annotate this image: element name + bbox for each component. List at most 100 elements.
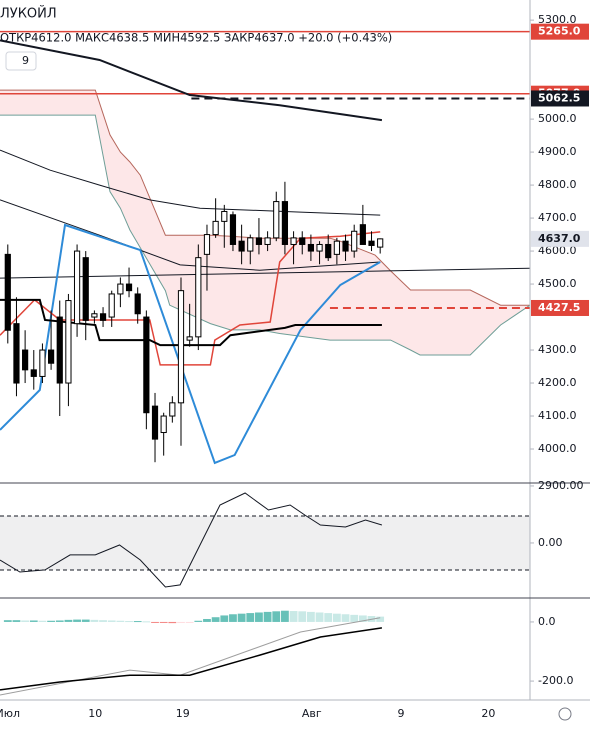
indicator-value: 9 — [22, 54, 29, 67]
indicator-line — [0, 627, 383, 691]
histogram-bar — [220, 615, 229, 622]
histogram-bar — [263, 611, 272, 622]
x-tick-label: 20 — [481, 707, 495, 720]
candle-body — [47, 349, 55, 364]
y-tick-label: 4300.0 — [538, 343, 577, 356]
histogram-bar — [55, 620, 64, 622]
indicator-box[interactable] — [5, 51, 37, 71]
histogram-bar — [12, 620, 21, 622]
candle-body — [368, 240, 375, 246]
x-tick-label: 10 — [88, 707, 102, 720]
candle-body — [56, 316, 63, 384]
settings-icon[interactable] — [558, 707, 572, 721]
histogram-bar — [194, 620, 203, 622]
indicator-line — [0, 617, 381, 696]
candle-body — [281, 201, 289, 245]
histogram-bar — [168, 621, 177, 624]
histogram-bar — [358, 615, 367, 622]
histogram-bar — [185, 621, 194, 623]
candle-body — [143, 316, 150, 414]
price-label-box — [531, 90, 589, 107]
y-tick-label: 4600.0 — [538, 244, 577, 257]
candle-body — [91, 313, 98, 318]
candle-body — [203, 234, 211, 255]
cloud-lower — [0, 114, 531, 356]
candle-body — [82, 257, 89, 321]
price-label-box — [531, 23, 589, 40]
indicator-line — [0, 223, 381, 465]
candle-body — [342, 240, 349, 252]
price-label: 5265.0 — [538, 25, 581, 38]
candle-body — [186, 336, 193, 341]
histogram-bar — [21, 620, 30, 622]
price-label: 4637.0 — [538, 232, 581, 245]
candle-body — [221, 210, 228, 222]
histogram-bar — [324, 613, 333, 622]
candle-body — [325, 243, 332, 259]
histogram-bar — [159, 621, 168, 623]
histogram-bar — [211, 617, 220, 622]
y-tick-label: 4500.0 — [538, 277, 577, 290]
histogram-bar — [272, 611, 281, 622]
candle-body — [13, 323, 20, 384]
candle-body — [177, 290, 185, 404]
candle-body — [212, 220, 219, 236]
histogram-bar — [81, 619, 90, 622]
x-tick-label: Авг — [302, 707, 322, 720]
histogram-bar — [90, 619, 99, 622]
histogram-bar — [376, 616, 385, 622]
histogram-bar — [255, 612, 263, 622]
indicator-line — [0, 298, 382, 347]
y-tick-label: -200.0 — [538, 674, 573, 687]
indicator-line — [0, 199, 381, 271]
band-fill — [0, 515, 530, 570]
histogram-bar — [350, 614, 359, 622]
histogram-bar — [73, 619, 81, 622]
x-tick-label: 9 — [397, 707, 404, 720]
candle-body — [22, 349, 29, 371]
candle-body — [333, 240, 340, 255]
symbol: ЛУКОЙЛ — [0, 6, 57, 22]
price-label-box — [531, 299, 589, 316]
price-label-box — [531, 230, 589, 247]
plot — [0, 30, 531, 696]
histogram-bar — [341, 614, 350, 622]
oscillator-line — [0, 492, 383, 588]
candle-body — [229, 214, 237, 245]
histogram-bar — [133, 621, 142, 623]
histogram-bar — [125, 621, 133, 623]
y-tick-label: 2900.00 — [538, 479, 584, 492]
candle-body — [4, 253, 11, 331]
histogram-bar — [307, 611, 315, 622]
histogram-bar — [177, 621, 185, 623]
histogram-bar — [289, 611, 298, 622]
candle-body — [99, 313, 107, 321]
candle-body — [30, 369, 37, 377]
x-tick-label: 19 — [176, 707, 190, 720]
candle-body — [351, 230, 358, 252]
histogram-bar — [151, 621, 159, 623]
indicator-line — [0, 39, 383, 122]
histogram-bar — [281, 610, 289, 622]
candle-body — [247, 237, 254, 252]
candle-body — [316, 243, 323, 252]
price-label: 4427.5 — [538, 301, 580, 314]
histogram-bar — [64, 619, 73, 622]
histogram-bar — [315, 612, 324, 622]
y-tick-label: 4100.0 — [538, 409, 577, 422]
y-tick-label: 5000.0 — [538, 112, 577, 125]
histogram-bar — [332, 613, 341, 622]
candle-body — [359, 224, 366, 245]
histogram-bar — [29, 620, 38, 622]
y-tick-label: 5300.0 — [538, 13, 577, 26]
histogram-bar — [107, 620, 116, 622]
candle-body — [134, 293, 141, 315]
histogram-bar — [47, 620, 55, 622]
histogram-bar — [38, 620, 47, 622]
y-tick-label: 4000.0 — [538, 442, 577, 455]
candle-body — [65, 300, 72, 384]
y-tick-label: 0.0 — [538, 615, 556, 628]
y-tick-label: 4800.0 — [538, 178, 577, 191]
